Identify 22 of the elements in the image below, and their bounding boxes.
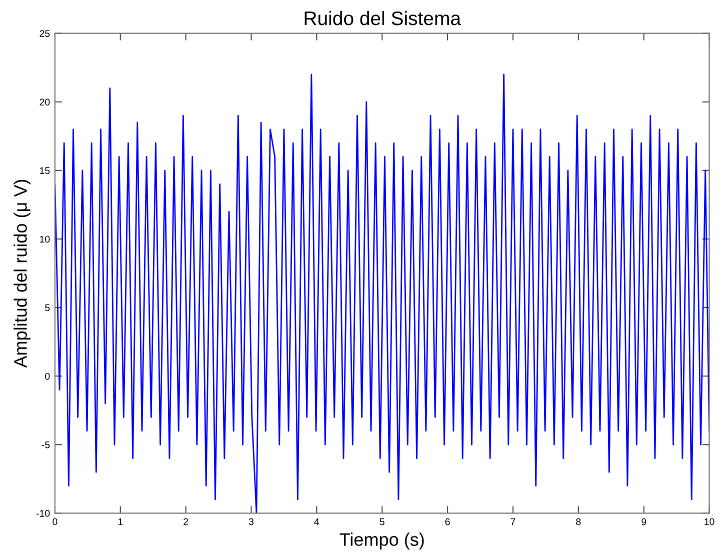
x-tick-label: 0 <box>52 518 58 526</box>
y-tick-label: -10 <box>36 510 50 517</box>
y-tick-label: 25 <box>40 30 50 37</box>
x-tick-label: 8 <box>576 518 581 526</box>
x-tick-label: 3 <box>248 518 254 526</box>
chart-title: Ruido del Sistema <box>304 10 462 26</box>
x-tick-label: 5 <box>380 518 384 526</box>
y-tick-label: 5 <box>45 304 50 312</box>
x-tick-label: 1 <box>118 518 123 526</box>
x-tick-label: 6 <box>445 518 450 526</box>
x-tick-label: 4 <box>314 518 320 526</box>
y-tick-label: -5 <box>42 441 50 448</box>
x-axis-title: Tiempo (s) <box>340 532 424 550</box>
x-tick-label: 10 <box>704 518 714 526</box>
x-tick-label: 7 <box>510 518 516 526</box>
x-tick-label: 9 <box>642 518 646 526</box>
y-tick-label: 10 <box>40 236 50 243</box>
x-tick-label: 2 <box>184 518 188 526</box>
y-tick-label: 20 <box>40 98 50 106</box>
y-tick-label: 0 <box>45 372 50 380</box>
y-tick-label: 15 <box>40 167 50 174</box>
y-axis-title: Amplitud del ruido (μ V) <box>14 180 30 368</box>
